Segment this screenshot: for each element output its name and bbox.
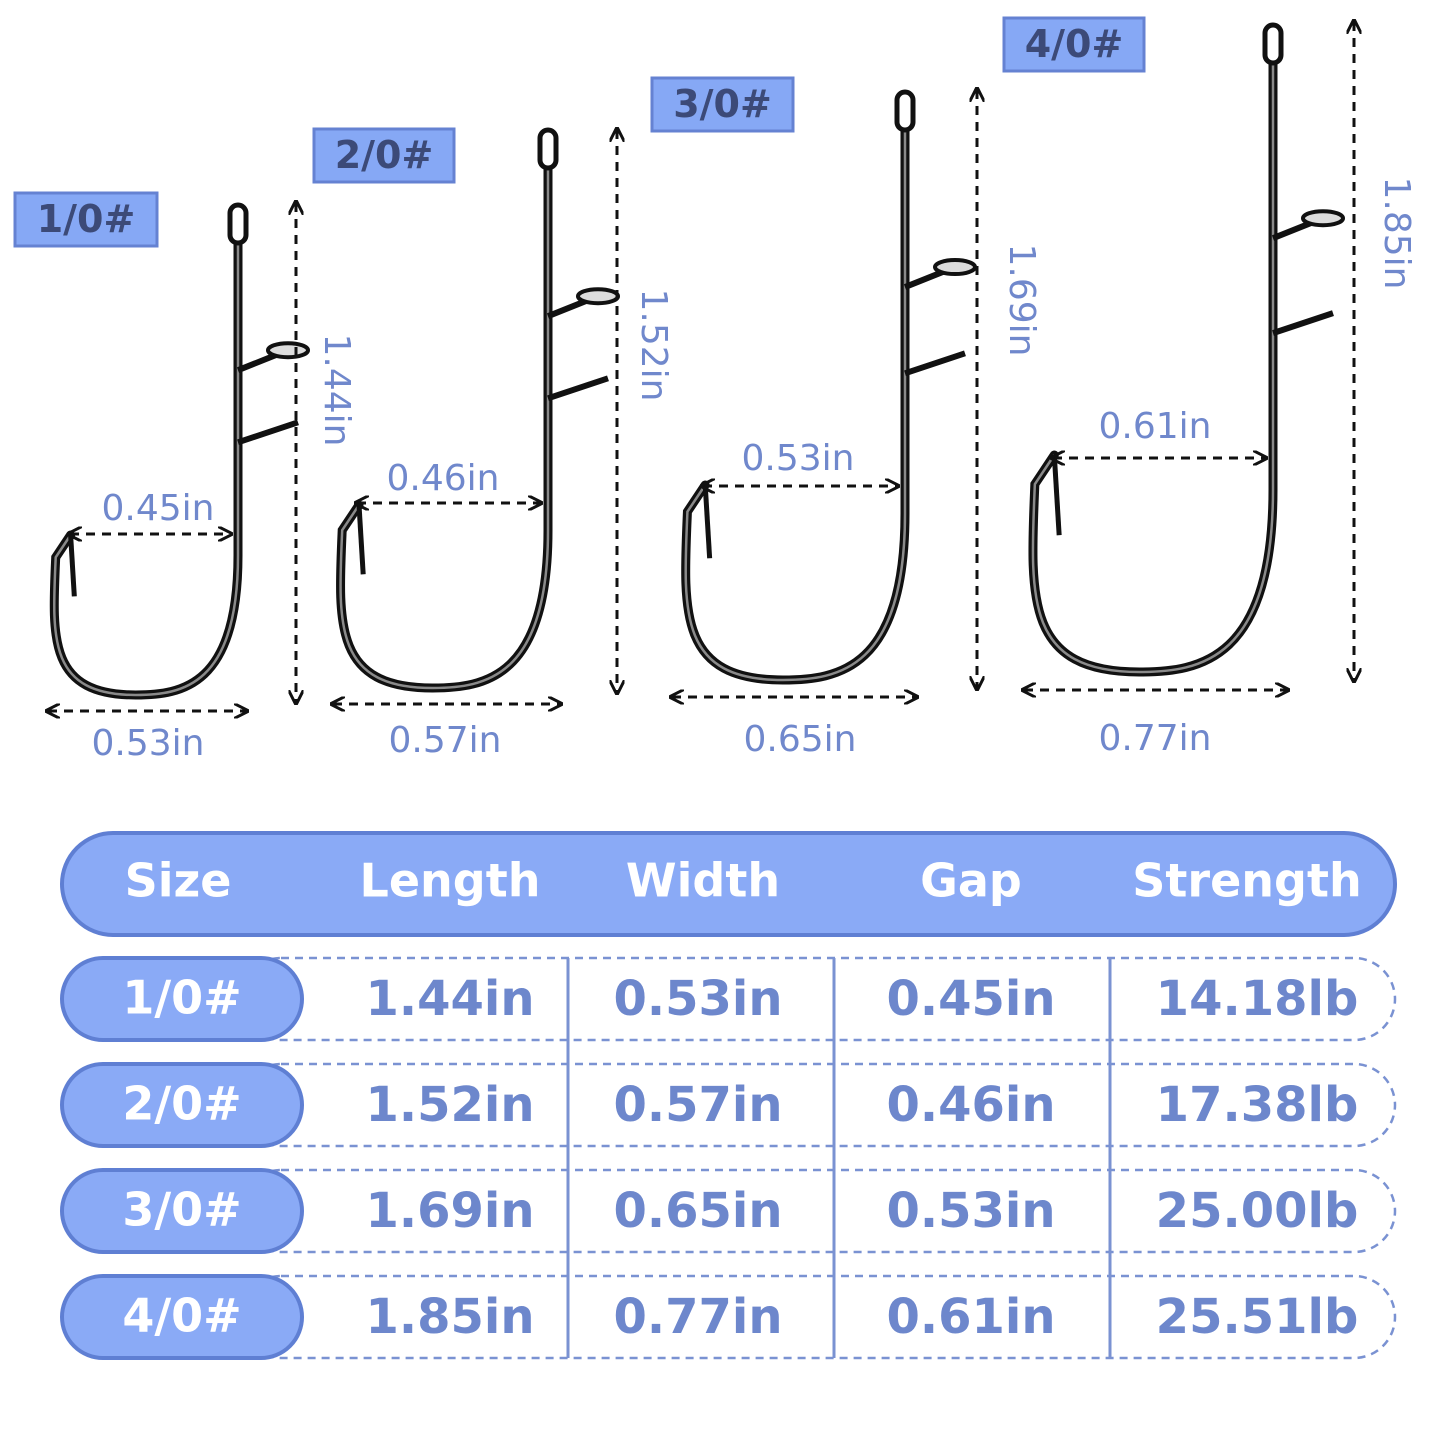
row-size: 4/0# [122, 1289, 241, 1343]
table-cell: 0.57in [613, 1077, 782, 1133]
hook-eye [227, 202, 249, 246]
bait-keeper [1272, 310, 1334, 336]
table-cell: 0.53in [613, 971, 782, 1027]
table-cell: 0.65in [613, 1183, 782, 1239]
width-label: 0.53in [92, 723, 205, 764]
bait-keeper [547, 375, 609, 402]
bait-keeper-tip [266, 341, 310, 360]
table-cell: 25.00lb [1156, 1183, 1359, 1239]
hook-wire [681, 109, 910, 685]
hook-barb [68, 534, 77, 597]
row-size-pill [60, 1062, 304, 1148]
hook-barb [356, 504, 366, 575]
length-label: 1.85in [1376, 177, 1417, 290]
gap-label: 0.46in [387, 458, 500, 499]
bait-keeper [904, 350, 966, 377]
bait-keeper-tip [933, 258, 977, 277]
hook-eye [894, 89, 916, 133]
length-label: 1.44in [316, 334, 357, 447]
size-tag-label: 2/0# [335, 133, 434, 177]
width-label: 0.57in [389, 720, 502, 761]
table-cell: 25.51lb [1156, 1289, 1359, 1345]
table-header: Strength [1132, 854, 1361, 908]
size-tag [650, 76, 795, 133]
length-label: 1.69in [1001, 244, 1042, 357]
hook-shine [684, 114, 907, 682]
size-tag [1002, 16, 1146, 73]
table-header: Length [360, 854, 541, 908]
table-cell: 1.52in [365, 1077, 534, 1133]
table-header: Size [125, 854, 232, 908]
width-label: 0.77in [1099, 718, 1212, 759]
gap-label: 0.61in [1099, 406, 1212, 447]
size-tag-label: 1/0# [37, 197, 136, 241]
size-tag-label: 3/0# [673, 82, 772, 126]
hook-eye [537, 127, 559, 171]
row-size: 2/0# [122, 1077, 241, 1131]
row-size-pill [60, 1274, 304, 1360]
table-cell: 17.38lb [1156, 1077, 1359, 1133]
row-size: 3/0# [122, 1183, 241, 1237]
table-cell: 0.61in [886, 1289, 1055, 1345]
length-label: 1.52in [633, 289, 674, 402]
table-cell: 1.69in [365, 1183, 534, 1239]
row-size: 1/0# [122, 971, 241, 1025]
bait-keeper-tip [1301, 209, 1345, 228]
hook-barb [702, 484, 713, 559]
hook-shine [52, 227, 240, 697]
table-header-bar [60, 831, 1397, 937]
table-cell: 14.18lb [1156, 971, 1359, 1027]
hook-eye [1262, 22, 1284, 66]
size-tag [13, 191, 159, 248]
table-cell: 0.46in [886, 1077, 1055, 1133]
table-cell: 0.77in [613, 1289, 782, 1345]
gap-label: 0.53in [742, 438, 855, 479]
table-cell: 1.44in [365, 971, 534, 1027]
width-label: 0.65in [744, 719, 857, 760]
hook-shine [1031, 47, 1275, 674]
size-tag-label: 4/0# [1025, 22, 1124, 66]
bait-keeper [237, 419, 299, 446]
table-header: Width [626, 854, 780, 908]
table-cell: 0.45in [886, 971, 1055, 1027]
table-header: Gap [920, 854, 1022, 908]
table-cell: 0.53in [886, 1183, 1055, 1239]
hook-wire [336, 147, 553, 693]
table-cell: 1.85in [365, 1289, 534, 1345]
size-tag [312, 127, 456, 184]
hook-wire [49, 222, 243, 700]
hook-wire [1028, 42, 1278, 677]
bait-keeper-tip [576, 287, 620, 306]
row-size-pill [60, 1168, 304, 1254]
hook-shine [339, 152, 550, 690]
hook-barb [1051, 454, 1062, 536]
gap-label: 0.45in [102, 488, 215, 529]
row-size-pill [60, 956, 304, 1042]
